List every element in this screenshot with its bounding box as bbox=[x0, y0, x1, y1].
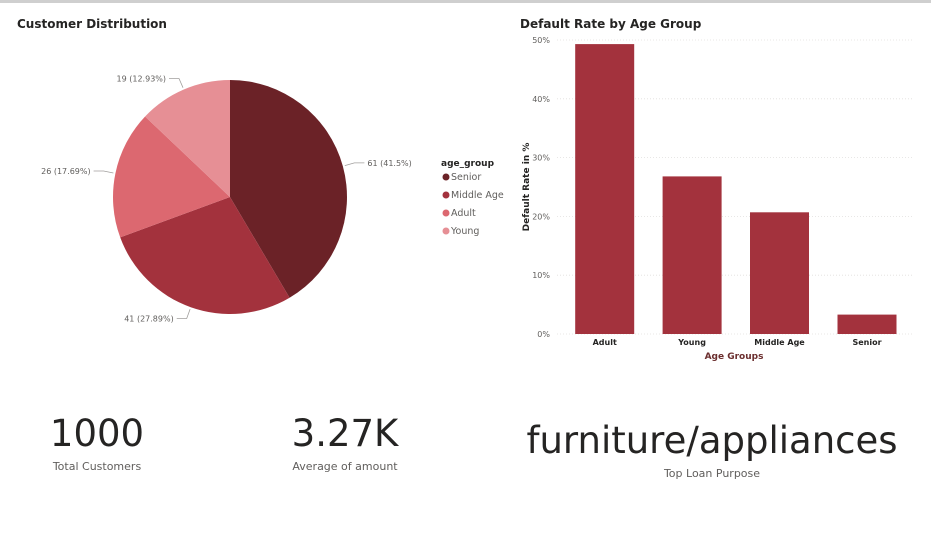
pie-data-label-adult: 26 (17.69%) bbox=[41, 167, 90, 176]
pie-leader-line-middle-age bbox=[176, 308, 191, 319]
top-loan-purpose-value: furniture/appliances bbox=[526, 419, 898, 462]
x-axis-title: Age Groups bbox=[705, 352, 764, 362]
average-amount-value: 3.27K bbox=[291, 412, 399, 455]
legend-marker-senior bbox=[442, 173, 450, 181]
customer-distribution-title: Customer Distribution bbox=[17, 17, 167, 31]
y-tick-label-30: 30% bbox=[532, 154, 550, 163]
top-loan-purpose-label: Top Loan Purpose bbox=[663, 467, 761, 480]
x-tick-label-adult: Adult bbox=[593, 338, 617, 347]
legend-marker-young bbox=[442, 227, 450, 235]
legend-marker-middle-age bbox=[442, 191, 450, 199]
legend-item-young[interactable]: Young bbox=[442, 226, 480, 237]
y-axis-title: Default Rate in % bbox=[522, 143, 532, 232]
legend-item-middle-age[interactable]: Middle Age bbox=[442, 190, 504, 201]
pie-slice-young[interactable] bbox=[145, 80, 230, 197]
y-tick-label-0: 0% bbox=[537, 330, 550, 339]
legend-label-adult: Adult bbox=[451, 208, 476, 219]
legend-item-senior[interactable]: Senior bbox=[442, 172, 482, 183]
total-customers-label: Total Customers bbox=[52, 460, 142, 473]
legend-label-young: Young bbox=[450, 226, 479, 237]
legend-label-middle-age: Middle Age bbox=[451, 190, 504, 201]
bar-middle-age[interactable] bbox=[750, 212, 809, 334]
pie-data-label-senior: 61 (41.5%) bbox=[367, 159, 411, 168]
legend-marker-adult bbox=[442, 209, 450, 217]
pie-data-label-middle-age: 41 (27.89%) bbox=[124, 315, 173, 324]
pie-data-label-young: 19 (12.93%) bbox=[117, 75, 166, 84]
legend-title: age_group bbox=[441, 159, 495, 169]
bar-adult[interactable] bbox=[575, 44, 635, 334]
y-tick-label-40: 40% bbox=[532, 95, 550, 104]
x-tick-label-young: Young bbox=[677, 338, 706, 347]
bar-senior[interactable] bbox=[837, 314, 897, 334]
report-top-border bbox=[0, 0, 931, 3]
bar-young[interactable] bbox=[662, 176, 722, 334]
pie-slice-middle-age[interactable] bbox=[120, 197, 290, 314]
pie-slice-adult[interactable] bbox=[113, 116, 230, 238]
pie-leader-line-adult bbox=[93, 170, 114, 174]
pie-slice-senior[interactable] bbox=[230, 80, 347, 298]
y-tick-label-50: 50% bbox=[532, 36, 550, 45]
legend-label-senior: Senior bbox=[451, 172, 481, 183]
total-customers-value: 1000 bbox=[49, 412, 145, 455]
y-tick-label-10: 10% bbox=[532, 271, 550, 280]
x-tick-label-senior: Senior bbox=[852, 338, 881, 347]
legend-item-adult[interactable]: Adult bbox=[442, 208, 477, 219]
x-tick-label-middle-age: Middle Age bbox=[754, 338, 805, 347]
pie-leader-line-young bbox=[169, 78, 184, 88]
y-tick-label-20: 20% bbox=[532, 212, 550, 221]
pie-leader-line-senior bbox=[344, 162, 365, 166]
default-rate-title: Default Rate by Age Group bbox=[520, 17, 702, 31]
average-amount-label: Average of amount bbox=[292, 460, 398, 473]
